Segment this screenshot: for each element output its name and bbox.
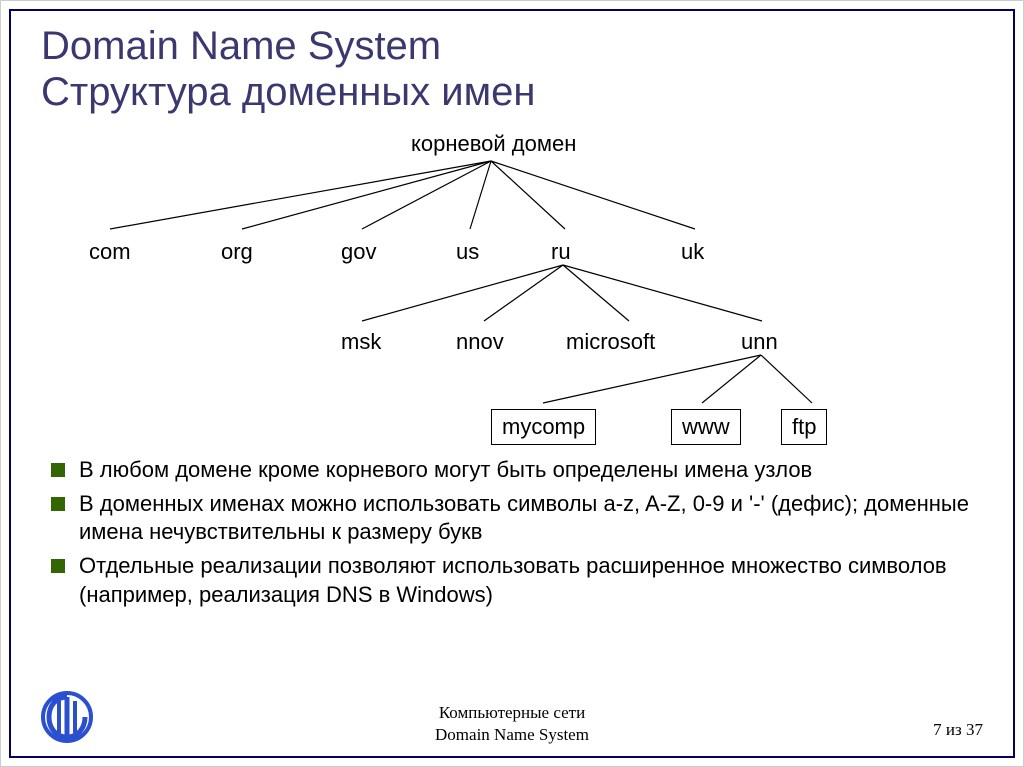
bullet-item-2: В доменных именах можно использовать сим… — [51, 490, 973, 546]
footer: Компьютерные сети Domain Name System 7 и… — [1, 702, 1023, 752]
title-line-2: Структура доменных имен — [41, 70, 535, 114]
dns-tree-diagram: корневой домен com org gov us ru uk msk nnov micr… — [41, 131, 981, 441]
tree-node-ftp: ftp — [781, 409, 827, 445]
tree-node-msk: msk — [341, 329, 381, 355]
title-line-1: Domain Name System — [41, 24, 441, 68]
tree-edges — [41, 131, 981, 441]
tree-node-org: org — [221, 239, 253, 265]
footer-line-2: Domain Name System — [1, 724, 1023, 746]
tree-node-nnov: nnov — [456, 329, 504, 355]
tree-node-microsoft: microsoft — [566, 329, 655, 355]
tree-node-корневой-домен: корневой домен — [411, 131, 576, 157]
tree-node-com: com — [89, 239, 131, 265]
bullet-list: В любом домене кроме корневого могут быт… — [51, 456, 973, 615]
bullet-item-3: Отдельные реализации позволяют использов… — [51, 552, 973, 608]
bullets-ul: В любом домене кроме корневого могут быт… — [51, 456, 973, 609]
tree-node-gov: gov — [341, 239, 376, 265]
tree-node-ru: ru — [551, 239, 571, 265]
tree-node-www: www — [671, 409, 741, 445]
tree-node-mycomp: mycomp — [491, 409, 596, 445]
bullet-item-1: В любом домене кроме корневого могут быт… — [51, 456, 973, 484]
footer-text: Компьютерные сети Domain Name System — [1, 702, 1023, 746]
slide-title: Domain Name System Структура доменных им… — [41, 23, 983, 115]
footer-line-1: Компьютерные сети — [1, 702, 1023, 724]
tree-node-unn: unn — [741, 329, 778, 355]
tree-node-us: us — [456, 239, 479, 265]
footer-page-number: 7 из 37 — [933, 720, 983, 740]
tree-node-uk: uk — [681, 239, 704, 265]
